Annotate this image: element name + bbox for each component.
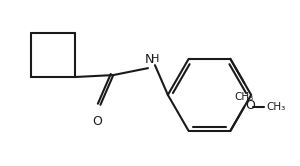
- Text: O: O: [92, 115, 102, 128]
- Text: CH₃: CH₃: [235, 92, 254, 102]
- Text: O: O: [245, 99, 255, 112]
- Text: H: H: [151, 54, 159, 64]
- Text: CH₃: CH₃: [266, 102, 285, 112]
- Text: N: N: [144, 53, 154, 66]
